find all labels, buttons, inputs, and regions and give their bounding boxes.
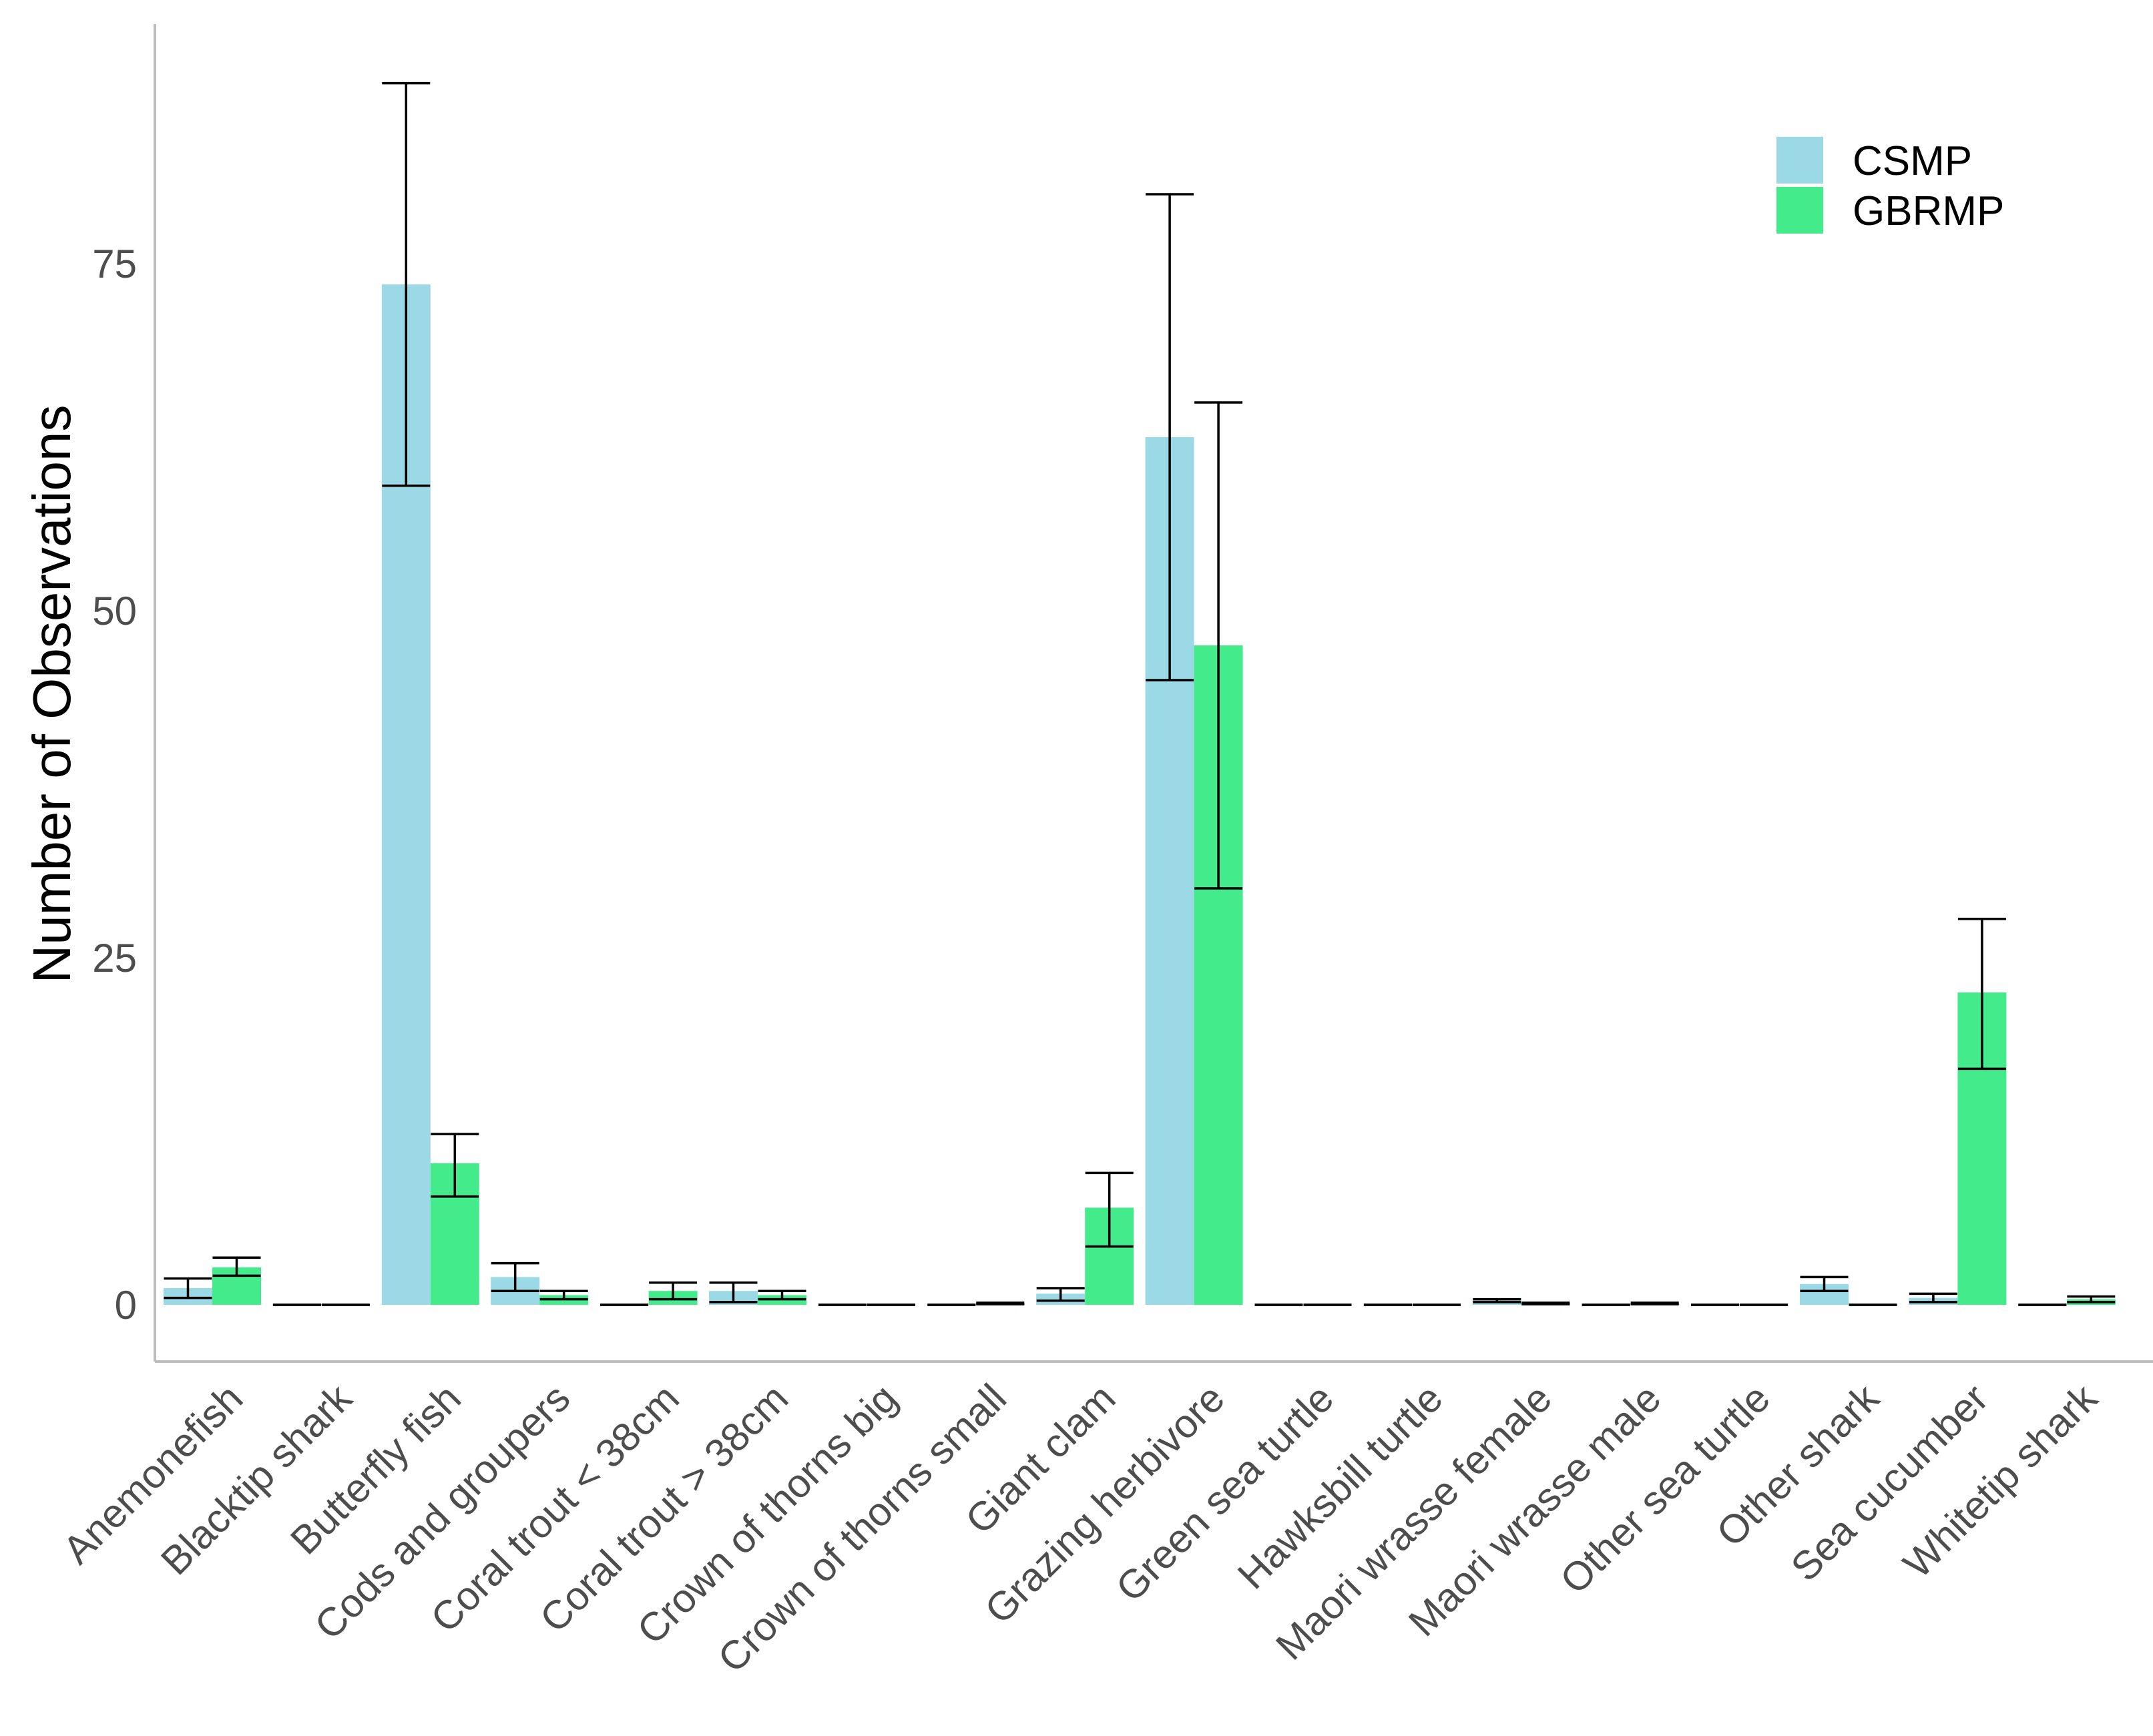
- x-tick-label-sea-cucumber: Sea cucumber: [1782, 1376, 1997, 1590]
- y-tick-labels: 0 25 50 75: [92, 242, 137, 1328]
- legend-swatch-csmp: [1776, 137, 1823, 184]
- x-tick-label-whitetip-shark: Whitetip shark: [1895, 1375, 2106, 1586]
- y-tick-label-25: 25: [92, 936, 137, 980]
- y-tick-label-75: 75: [92, 242, 137, 286]
- legend-swatch-gbrmp: [1776, 187, 1823, 234]
- y-tick-label-50: 50: [92, 589, 137, 633]
- legend-label-gbrmp: GBRMP: [1853, 188, 2004, 234]
- legend-label-csmp: CSMP: [1853, 138, 1972, 184]
- error-bars-group: [164, 81, 2116, 1306]
- y-tick-label-0: 0: [115, 1283, 137, 1328]
- y-axis-title: Number of Observations: [22, 404, 81, 983]
- x-tick-label-blacktip-shark: Blacktip shark: [152, 1375, 361, 1583]
- bars-group: [164, 284, 2116, 1306]
